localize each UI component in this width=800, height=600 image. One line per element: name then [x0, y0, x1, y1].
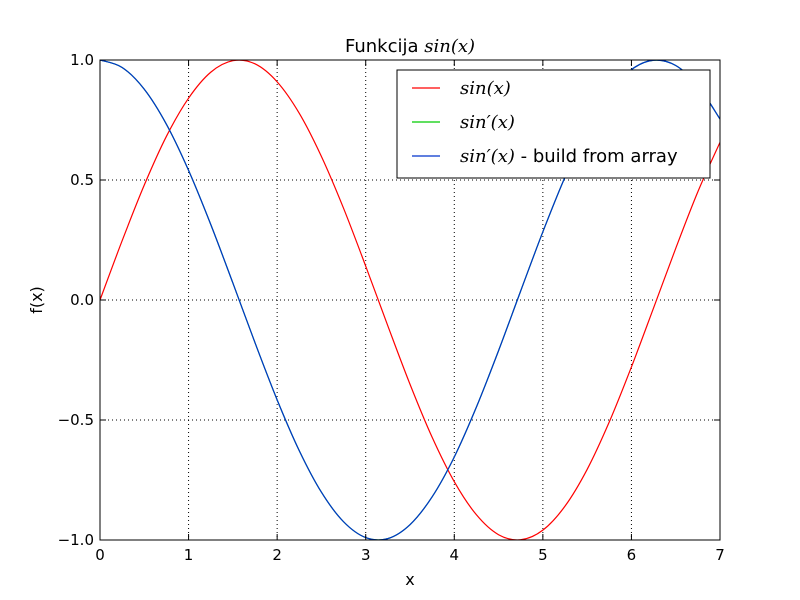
y-axis-ticks: −1.0 −0.5 0.0 0.5 1.0 — [58, 51, 720, 549]
legend-box — [396, 69, 711, 179]
x-tick-label: 6 — [627, 546, 637, 564]
chart-title-prefix: Funkcija — [345, 36, 424, 57]
legend-label-2: sin′(x) — [460, 112, 515, 133]
x-tick-label: 7 — [715, 546, 725, 564]
legend-label-1: sin(x) — [460, 78, 511, 99]
x-tick-label: 2 — [272, 546, 282, 564]
x-tick-label: 5 — [538, 546, 548, 564]
chart-title-math: sin(x) — [424, 36, 475, 57]
legend-label-3: sin′(x) - build from array — [460, 146, 678, 167]
y-axis-label: f(x) — [27, 286, 46, 314]
y-tick-label: 0.0 — [70, 291, 94, 309]
x-tick-label: 1 — [184, 546, 194, 564]
y-tick-label: 0.5 — [70, 171, 94, 189]
x-tick-label: 0 — [95, 546, 105, 564]
y-tick-label: 1.0 — [70, 51, 94, 69]
y-tick-label: −1.0 — [58, 531, 94, 549]
x-tick-label: 3 — [361, 546, 371, 564]
series-line-1 — [100, 60, 720, 540]
x-axis-label: x — [405, 570, 414, 589]
y-tick-label: −0.5 — [58, 411, 94, 429]
x-axis-ticks: 0 1 2 3 4 5 6 7 — [95, 60, 725, 564]
x-tick-label: 4 — [450, 546, 460, 564]
legend: sin(x)sin′(x)sin′(x) - build from array — [396, 69, 711, 179]
chart-title: Funkcija sin(x) — [345, 36, 475, 57]
legend-label-suffix: - build from array — [515, 146, 678, 167]
legend-label-math: sin(x) — [460, 78, 511, 99]
legend-label-math: sin′(x) — [460, 146, 515, 167]
legend-label-math: sin′(x) — [460, 112, 515, 133]
